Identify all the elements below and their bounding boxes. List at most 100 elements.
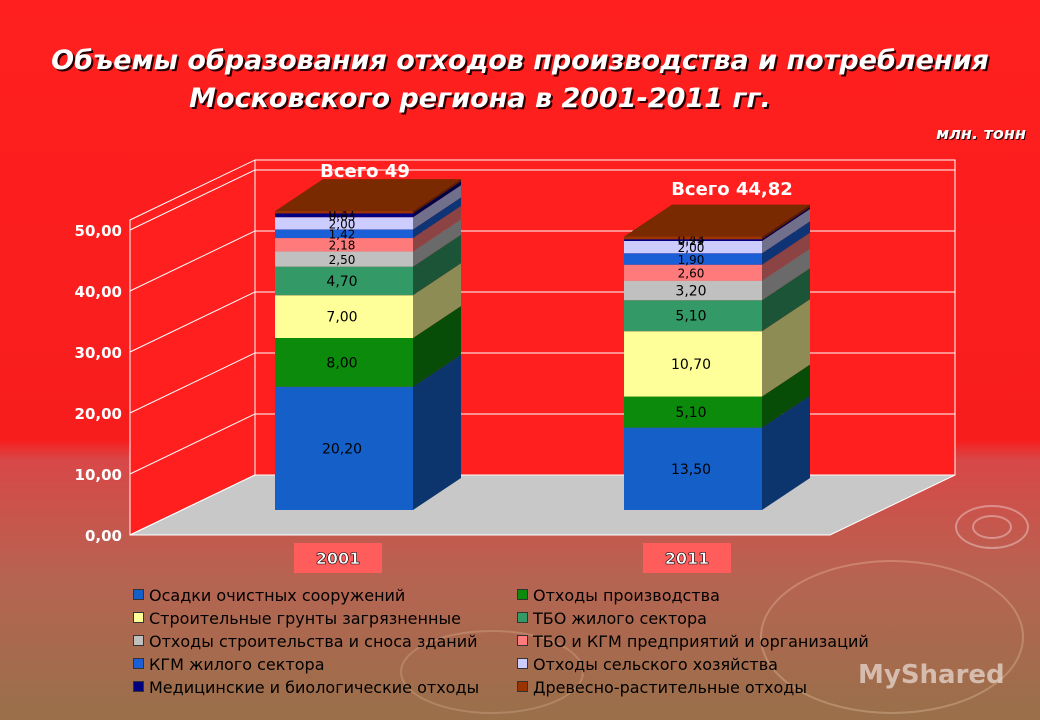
bar-segment	[275, 337, 413, 387]
legend-swatch	[133, 635, 144, 646]
legend-item: ТБО жилого сектора	[517, 609, 707, 629]
gridline	[129, 169, 256, 231]
y-tick-label: 10,00	[75, 466, 122, 484]
legend-item: Древесно-растительные отходы	[517, 678, 807, 698]
bar-segment	[624, 264, 762, 281]
ripple-decoration	[955, 505, 1029, 549]
legend-swatch	[517, 635, 528, 646]
data-label: 13,50	[671, 462, 711, 478]
legend-swatch	[517, 589, 528, 600]
data-label: 7,00	[326, 310, 357, 326]
legend-item: Строительные грунты загрязненные	[133, 609, 461, 629]
gridline	[129, 474, 256, 536]
bar-segment-side	[413, 181, 461, 218]
data-label: 2,50	[329, 253, 356, 267]
bar-segment-side	[413, 179, 461, 214]
x-tick-label: 2001	[316, 549, 361, 568]
floor	[129, 474, 956, 536]
data-label: 5,10	[675, 405, 706, 421]
legend-label: ТБО и КГМ предприятий и организаций	[533, 632, 869, 651]
ripple-decoration	[400, 630, 584, 714]
x-tick-label: 2011	[665, 549, 710, 568]
bar-segment	[275, 211, 413, 214]
legend-item: Отходы производства	[517, 586, 720, 606]
ripple-decoration	[972, 515, 1012, 539]
bar-segment	[624, 300, 762, 332]
legend-item: ТБО и КГМ предприятий и организаций	[517, 632, 869, 652]
bar-segment-side	[762, 395, 810, 510]
data-label: 2,00	[329, 217, 356, 231]
data-label: 4,70	[326, 274, 357, 290]
bar-segment-side	[762, 204, 810, 240]
gridline	[129, 291, 256, 353]
bar-segment-side	[762, 208, 810, 254]
bar-segment	[624, 331, 762, 397]
legend-swatch	[517, 612, 528, 623]
bar-segment	[624, 280, 762, 301]
data-label: 2,18	[329, 239, 356, 253]
chart-title: Объемы образования отходов производства …	[51, 45, 989, 114]
bar-top	[624, 204, 810, 237]
total-label: Всего 49	[320, 161, 410, 182]
bar-top	[275, 179, 461, 212]
legend-label: Древесно-растительные отходы	[533, 678, 807, 697]
category-box	[643, 543, 731, 573]
bar-segment-side	[413, 219, 461, 267]
bar-segment	[275, 229, 413, 239]
y-tick-label: 30,00	[75, 344, 122, 362]
bar-segment	[275, 238, 413, 252]
gridline	[129, 230, 256, 292]
bar-segment	[275, 217, 413, 230]
total-label: Всего 44,82	[671, 179, 793, 200]
data-label: 2,60	[678, 267, 705, 281]
data-label: 10,70	[671, 357, 711, 373]
legend-swatch	[517, 681, 528, 692]
bar-segment	[275, 266, 413, 296]
legend-item: КГМ жилого сектора	[133, 655, 325, 675]
bar-segment-side	[762, 268, 810, 332]
gridline	[129, 413, 256, 475]
bar-segment	[275, 251, 413, 267]
legend-item: Осадки очистных сооружений	[133, 586, 405, 606]
bar-segment-side	[762, 364, 810, 428]
legend-swatch	[133, 612, 144, 623]
unit-label: млн. тонн	[936, 124, 1026, 143]
bar-segment-side	[413, 234, 461, 296]
data-label: 2,00	[678, 241, 705, 255]
ripple-decoration	[760, 560, 1024, 714]
legend-label: Медицинские и биологические отходы	[149, 678, 480, 697]
watermark: MyShared	[858, 660, 1005, 690]
gridline	[129, 352, 256, 414]
data-label: 1,90	[678, 253, 705, 267]
y-tick-label: 0,00	[85, 527, 122, 545]
data-label: 3,20	[675, 283, 706, 299]
bar-segment-side	[762, 299, 810, 397]
legend-label: Осадки очистных сооружений	[149, 586, 406, 605]
legend-swatch	[133, 681, 144, 692]
bar-segment	[624, 240, 762, 254]
bar-segment	[275, 295, 413, 338]
side-wall	[129, 159, 256, 536]
legend-label: Отходы строительства и сноса зданий	[149, 632, 478, 651]
data-label: 8,00	[326, 355, 357, 371]
bar-segment	[624, 253, 762, 265]
y-tick-label: 40,00	[75, 283, 122, 301]
legend-swatch	[133, 589, 144, 600]
data-label: 1,42	[329, 228, 356, 242]
y-tick-label: 50,00	[75, 222, 122, 240]
legend-swatch	[133, 658, 144, 669]
bar-segment	[624, 396, 762, 428]
bar-segment-side	[762, 207, 810, 241]
bar-segment-side	[413, 185, 461, 230]
bar-segment	[624, 239, 762, 241]
data-label: 20,20	[322, 441, 362, 457]
legend-label: ТБО жилого сектора	[533, 609, 707, 628]
bar-segment	[624, 236, 762, 240]
bar-segment-side	[762, 232, 810, 281]
legend-label: Строительные грунты загрязненные	[149, 609, 461, 628]
data-label: 5,10	[675, 309, 706, 325]
bar-segment-side	[762, 248, 810, 301]
bar-segment	[624, 427, 762, 510]
legend-item: Отходы строительства и сноса зданий	[133, 632, 478, 652]
